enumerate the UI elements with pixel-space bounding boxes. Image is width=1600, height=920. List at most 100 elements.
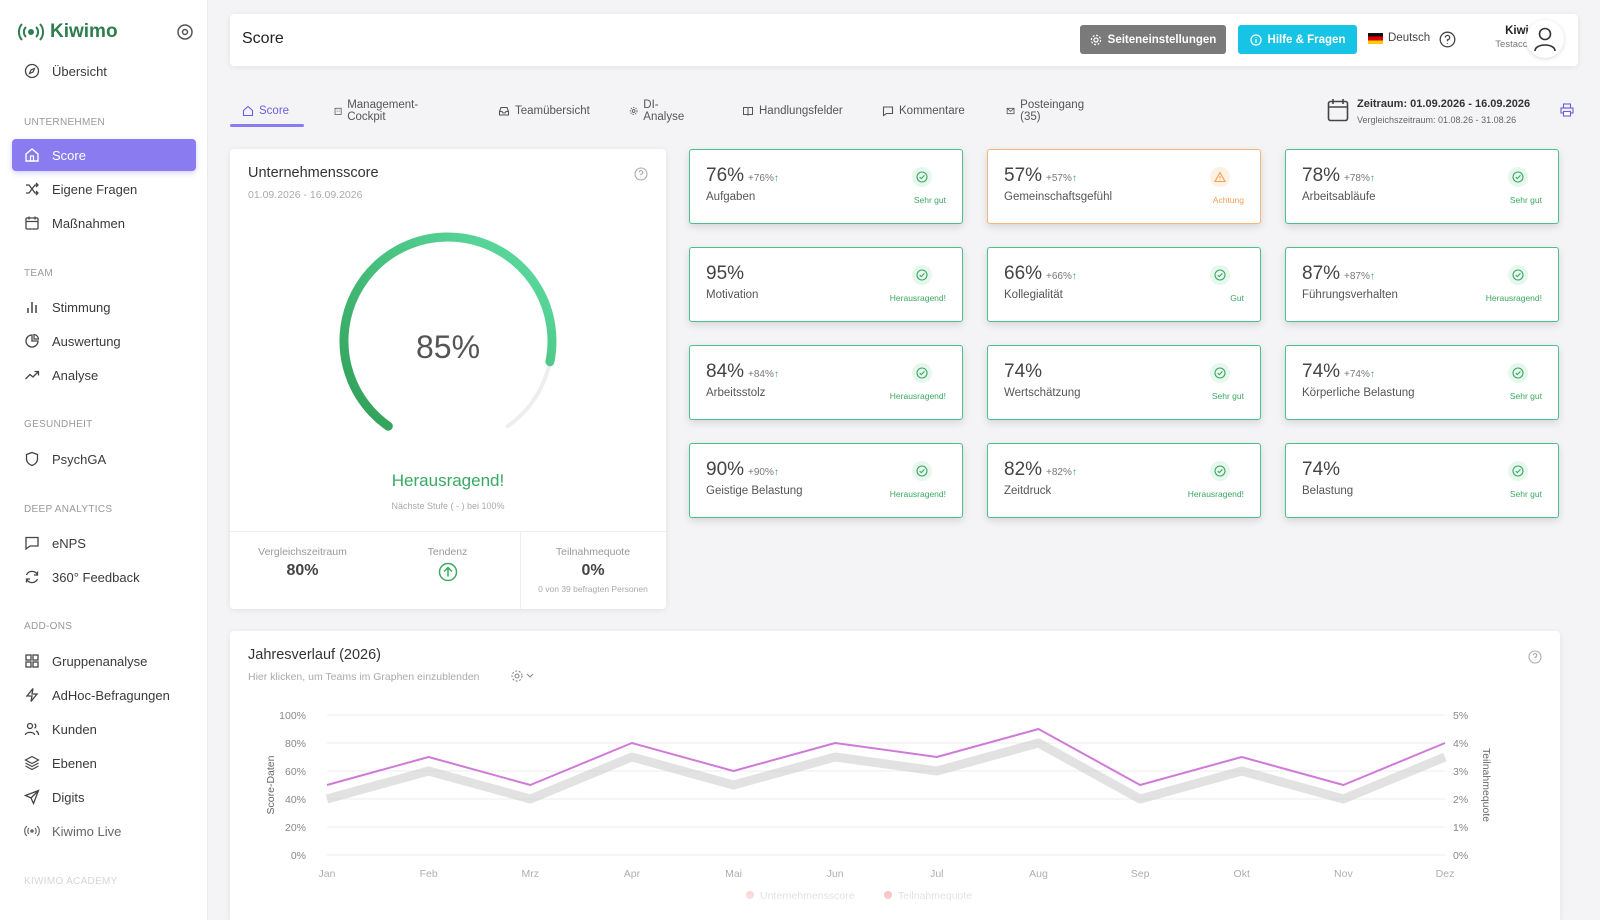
y-tick-label: 20% (285, 822, 306, 834)
sidebar-item-kunden[interactable]: Kunden (12, 713, 196, 745)
kpi-card[interactable]: 57% +57%↑ Gemeinschaftsgefühl Achtung (987, 149, 1261, 224)
year-chart-card: 100% 80% 60% 40% 20% 0% 5% 4% 3% 2% 1% 0% Jan Feb Mrz A… (230, 631, 1560, 920)
logo[interactable]: Kiwimo (18, 20, 196, 44)
kpi-card[interactable]: 74% Wertschätzung Sehr gut (987, 345, 1261, 420)
compare-period-stat: Vergleichszeitraum 80% (230, 532, 375, 610)
print-icon[interactable] (1560, 103, 1574, 117)
period-main: Zeitraum: 01.09.2026 - 16.09.2026 (1357, 98, 1531, 110)
page-settings-button[interactable]: Seiteneinstellungen (1080, 25, 1226, 54)
divider (520, 532, 521, 610)
x-tick-label: Feb (420, 868, 438, 880)
sidebar-item-auswertung[interactable]: Auswertung (12, 325, 196, 357)
check-circle-icon (1214, 367, 1226, 379)
question-icon[interactable] (1528, 650, 1542, 664)
kpi-card[interactable]: 95% Motivation Herausragend! (689, 247, 963, 322)
arrow-up-icon: ↑ (1071, 467, 1077, 478)
settings-circle-icon[interactable] (174, 21, 196, 43)
stat-label: Tendenz (427, 546, 468, 558)
kpi-status-badge (1508, 363, 1528, 383)
kpi-status-badge (1210, 461, 1230, 481)
broadcast-icon (18, 23, 44, 41)
kpi-status: Herausragend! (889, 489, 946, 499)
section-academy: KIWIMO ACADEMY (24, 876, 118, 887)
gear-dropdown-icon[interactable] (510, 669, 540, 683)
x-tick-label: Mai (725, 868, 742, 880)
sidebar-item-eigene-fragen[interactable]: Eigene Fragen (12, 173, 196, 205)
sidebar-item-360-feedback[interactable]: 360° Feedback (12, 561, 196, 593)
sidebar-item-score[interactable]: Score (12, 139, 196, 171)
kpi-card[interactable]: 90% +90%↑ Geistige Belastung Herausragend! (689, 443, 963, 518)
kpi-status: Herausragend! (889, 293, 946, 303)
sidebar-item-label: Eigene Fragen (52, 181, 138, 197)
score-gauge (339, 232, 557, 431)
x-tick-label: Apr (624, 868, 641, 880)
tab-label: Management-Cockpit (347, 99, 419, 123)
sidebar-item-label: Ebenen (52, 755, 97, 771)
kpi-value: 95% (706, 263, 744, 285)
stat-value: 0% (581, 562, 605, 579)
kpi-card[interactable]: 84% +84%↑ Arbeitsstolz Herausragend! (689, 345, 963, 420)
tab-score[interactable]: Score (230, 96, 301, 126)
avatar[interactable] (1526, 20, 1564, 58)
tab-label: DI-Analyse (643, 99, 685, 123)
arrow-up-icon: ↑ (1071, 173, 1077, 184)
kpi-delta-value: +87% (1344, 271, 1370, 282)
sidebar-item-enps[interactable]: eNPS (12, 527, 196, 559)
y-tick-label: 40% (285, 794, 306, 806)
help-button[interactable]: Hilfe & Fragen (1238, 25, 1357, 54)
kpi-name: Motivation (706, 289, 759, 301)
tab-management-cockpit[interactable]: Management-Cockpit (322, 96, 434, 126)
kpi-delta-value: +57% (1046, 173, 1072, 184)
section-add-ons: ADD-ONS (24, 621, 73, 632)
sidebar-item-ebenen[interactable]: Ebenen (12, 747, 196, 779)
sidebar-item-uebersicht[interactable]: Übersicht (12, 55, 196, 87)
question-icon[interactable] (634, 167, 648, 181)
kpi-name: Arbeitsstolz (706, 387, 766, 399)
kpi-card[interactable]: 78% +78%↑ Arbeitsabläufe Sehr gut (1285, 149, 1559, 224)
kpi-delta-value: +76% (748, 173, 774, 184)
sidebar-item-kiwimo-live[interactable]: Kiwimo Live (12, 815, 196, 847)
language-selector[interactable]: Deutsch (1368, 32, 1430, 44)
sidebar-item-massnahmen[interactable]: Maßnahmen (12, 207, 196, 239)
kpi-name: Gemeinschaftsgefühl (1004, 191, 1113, 203)
kpi-delta: +78%↑ (1344, 173, 1375, 184)
kpi-status-badge (1210, 167, 1230, 187)
kpi-status-badge (912, 461, 932, 481)
kpi-card[interactable]: 82% +82%↑ Zeitdruck Herausragend! (987, 443, 1261, 518)
sidebar-item-psychga[interactable]: PsychGA (12, 443, 196, 475)
kpi-card[interactable]: 76% +76%↑ Aufgaben Sehr gut (689, 149, 963, 224)
tab-posteingang[interactable]: Posteingang (35) (994, 96, 1099, 126)
kpi-percent: 74% (1302, 459, 1341, 480)
kpi-delta: +82%↑ (1046, 467, 1077, 478)
kpi-card[interactable]: 66% +66%↑ Kollegialität Gut (987, 247, 1261, 322)
tab-teamuebersicht[interactable]: Teamübersicht (486, 96, 602, 126)
sidebar-item-adhoc[interactable]: AdHoc-Befragungen (12, 679, 196, 711)
page-title: Score (242, 30, 284, 47)
mail-icon (1006, 107, 1015, 115)
kpi-card[interactable]: 74% +74%↑ Körperliche Belastung Sehr gut (1285, 345, 1559, 420)
x-tick-label: Jul (930, 868, 943, 880)
arrow-up-icon: ↑ (1369, 173, 1375, 184)
arrow-up-icon: ↑ (1369, 369, 1375, 380)
help-label: Hilfe & Fragen (1267, 33, 1346, 46)
sidebar-item-gruppenanalyse[interactable]: Gruppenanalyse (12, 645, 196, 677)
kpi-card[interactable]: 74% Belastung Sehr gut (1285, 443, 1559, 518)
tab-kommentare[interactable]: Kommentare (870, 96, 977, 126)
legend-label: Teilnahmequote (898, 890, 972, 902)
send-icon (24, 789, 40, 805)
sidebar-item-label: Auswertung (52, 333, 121, 349)
sidebar-item-digits[interactable]: Digits (12, 781, 196, 813)
question-icon[interactable] (1439, 31, 1456, 48)
tab-handlungsfelder[interactable]: Handlungsfelder (730, 96, 855, 126)
kpi-card[interactable]: 87% +87%↑ Führungsverhalten Herausragend! (1285, 247, 1559, 322)
section-gesundheit: GESUNDHEIT (24, 419, 93, 430)
sidebar-item-analyse[interactable]: Analyse (12, 359, 196, 391)
tab-di-analyse[interactable]: DI-Analyse (617, 96, 699, 126)
year-chart-hint[interactable]: Hier klicken, um Teams im Graphen einzub… (248, 671, 480, 683)
check-circle-icon (916, 367, 928, 379)
kpi-value: 84% +84%↑ (706, 361, 779, 383)
sidebar-item-stimmung[interactable]: Stimmung (12, 291, 196, 323)
x-tick-label: Nov (1334, 868, 1353, 880)
period-selector[interactable]: Zeitraum: 01.09.2026 - 16.09.2026 Vergle… (1327, 96, 1567, 130)
kpi-status-badge (1210, 265, 1230, 285)
